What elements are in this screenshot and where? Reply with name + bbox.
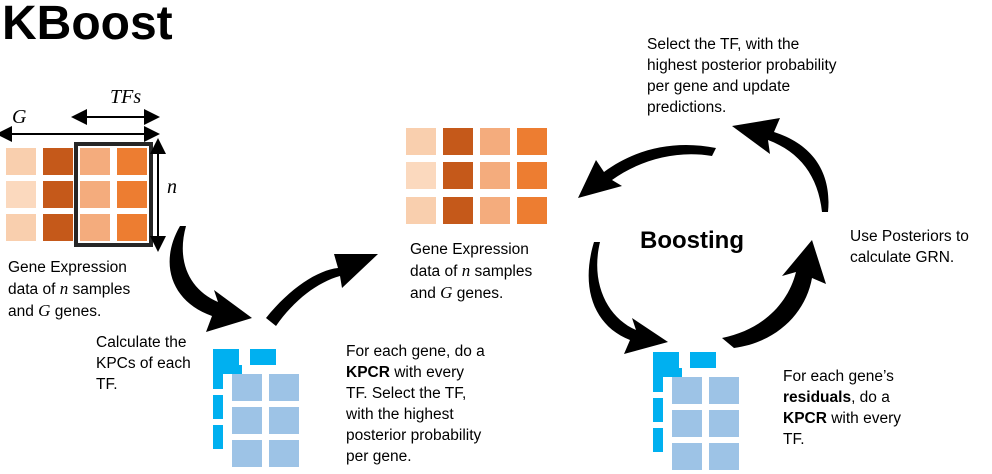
kpc-cell — [653, 398, 663, 422]
kpc-cell — [213, 425, 223, 449]
arrow-boost-up-right — [722, 240, 826, 348]
kpc-cell — [269, 407, 299, 434]
kpc-cell — [232, 407, 262, 434]
matrix-cell — [480, 162, 510, 189]
matrix-cell — [517, 197, 547, 224]
kpc-cell — [653, 428, 663, 452]
use-posteriors-caption: Use Posteriors to calculate GRN. — [850, 228, 969, 266]
matrix-cell — [43, 148, 73, 175]
kpc-cell — [269, 440, 299, 467]
kpc-matrix-right — [653, 352, 739, 470]
kpc-cell — [653, 352, 679, 368]
kpc-cell — [663, 368, 682, 377]
boosting-label: Boosting — [640, 227, 744, 254]
kpc-cell — [213, 395, 223, 419]
matrix-cell — [443, 162, 473, 189]
kpc-cell — [269, 374, 299, 401]
matrix-cell — [80, 214, 110, 241]
matrix-cell — [80, 148, 110, 175]
matrix-cell — [117, 181, 147, 208]
kpcr-first-caption: For each gene, do a KPCR with every TF. … — [346, 343, 485, 465]
matrix-cell — [480, 128, 510, 155]
matrix-cell — [517, 128, 547, 155]
matrix-cell — [517, 162, 547, 189]
kpc-cell — [250, 349, 276, 365]
matrix-cell — [117, 148, 147, 175]
arrow-boost-top-left — [578, 145, 716, 198]
tfs-axis-label: TFs — [110, 86, 142, 108]
matrix-cell — [406, 128, 436, 155]
center-expression-caption: Gene Expression data of n samples and G … — [410, 241, 533, 302]
kpc-cell — [690, 352, 716, 368]
kpc-cell — [709, 410, 739, 437]
page-title: KBoost — [2, 0, 173, 50]
kpc-cell — [232, 374, 262, 401]
kpc-cell — [672, 443, 702, 470]
kpc-matrix-left — [213, 349, 299, 467]
kpc-cell — [213, 365, 223, 389]
matrix-cell — [443, 197, 473, 224]
matrix-cell — [480, 197, 510, 224]
kpc-cell — [709, 377, 739, 404]
matrix-cell — [406, 197, 436, 224]
kpc-cell — [213, 349, 239, 365]
kpc-cell — [232, 440, 262, 467]
kpc-cell — [709, 443, 739, 470]
residuals-caption: For each gene’s residuals, do a KPCR wit… — [783, 368, 902, 448]
kpc-cell — [223, 365, 242, 374]
matrix-cell — [6, 214, 36, 241]
kpc-cell — [653, 368, 663, 392]
arrow-to-kpcs — [169, 226, 252, 332]
center-expression-matrix — [406, 128, 547, 224]
left-expression-matrix — [6, 142, 153, 247]
matrix-cell — [406, 162, 436, 189]
genes-axis-label: G — [12, 106, 27, 128]
arrow-boost-top-right — [732, 118, 829, 212]
matrix-cell — [117, 214, 147, 241]
select-tf-caption: Select the TF, with the highest posterio… — [647, 36, 837, 116]
matrix-cell — [443, 128, 473, 155]
matrix-cell — [6, 181, 36, 208]
matrix-cell — [43, 214, 73, 241]
matrix-cell — [43, 181, 73, 208]
calculate-kpcs-caption: Calculate the KPCs of each TF. — [96, 334, 191, 393]
matrix-cell — [80, 181, 110, 208]
kpc-cell — [672, 377, 702, 404]
arrow-to-center-matrix — [266, 254, 378, 326]
left-expression-caption: Gene Expression data of n samples and G … — [8, 259, 131, 320]
samples-axis-label: n — [167, 176, 177, 198]
kpc-cell — [672, 410, 702, 437]
arrow-boost-down — [588, 242, 668, 354]
matrix-cell — [6, 148, 36, 175]
